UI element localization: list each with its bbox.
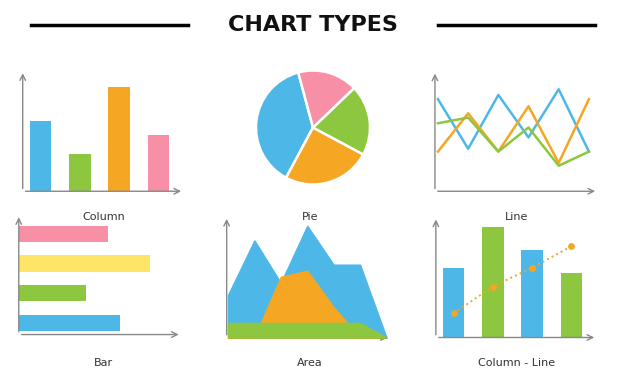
Bar [108, 87, 130, 191]
Bar [19, 226, 108, 242]
Bar [69, 154, 91, 191]
Wedge shape [313, 88, 370, 154]
Point [488, 284, 498, 290]
Bar [521, 250, 543, 338]
Wedge shape [286, 128, 363, 184]
Point [449, 310, 459, 316]
Text: CHART TYPES: CHART TYPES [228, 15, 398, 35]
Text: Pie: Pie [302, 212, 318, 222]
Wedge shape [298, 70, 354, 128]
Bar [19, 255, 150, 272]
Bar [482, 228, 504, 338]
Bar [443, 268, 464, 338]
Point [567, 243, 577, 249]
Text: Area: Area [297, 358, 323, 368]
Bar [148, 135, 169, 191]
Bar [561, 273, 582, 338]
Bar [19, 285, 86, 301]
Text: Line: Line [505, 212, 528, 222]
Text: Bar: Bar [94, 358, 113, 368]
Wedge shape [256, 72, 313, 178]
Bar [29, 122, 51, 191]
Text: Column: Column [82, 212, 125, 222]
Point [527, 265, 537, 271]
Bar [19, 315, 120, 331]
Text: Column - Line: Column - Line [478, 358, 555, 368]
